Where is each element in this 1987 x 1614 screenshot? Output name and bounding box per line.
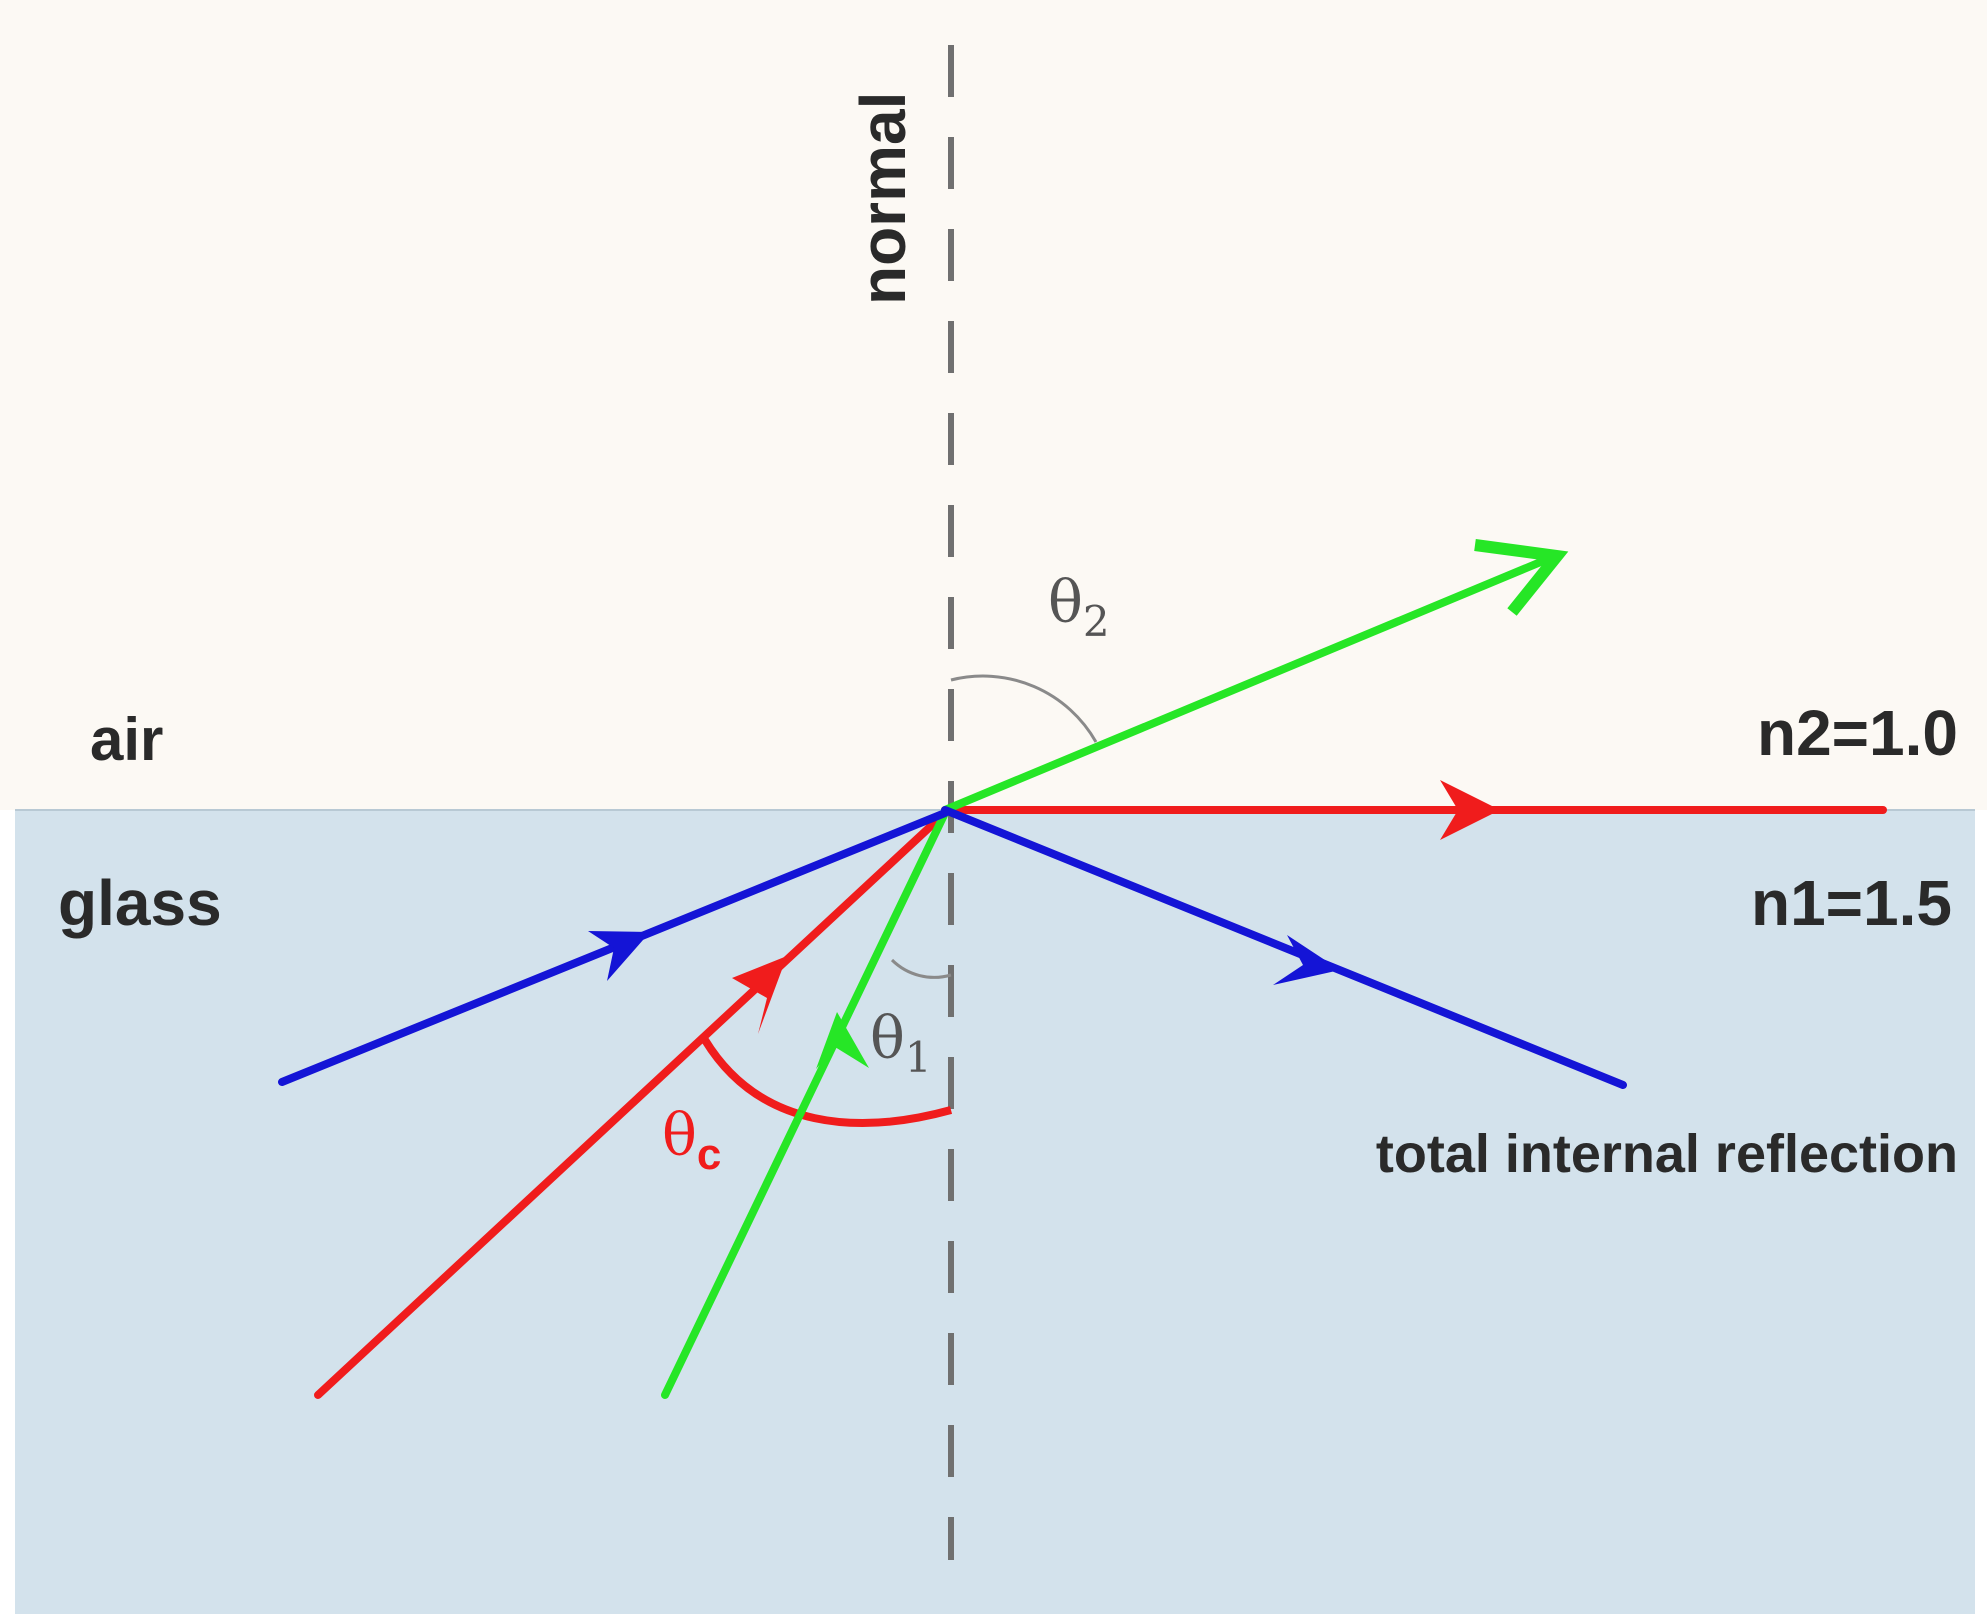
green-refracted-ray xyxy=(941,552,1559,814)
theta1-base: θ xyxy=(870,1004,905,1072)
theta2-base: θ xyxy=(1048,568,1083,636)
tir-label: total internal reflection xyxy=(1376,1124,1958,1184)
red-incident-arrowhead xyxy=(732,956,787,1034)
green-incident-arrowhead xyxy=(816,1012,869,1069)
critical-angle-arc xyxy=(701,1037,953,1127)
theta1-symbol: θ1 xyxy=(870,1004,932,1082)
n2-label: n2=1.0 xyxy=(1757,697,1958,769)
theta2-arc xyxy=(950,674,1098,743)
thetac-sub: c xyxy=(697,1130,721,1179)
green-refracted-arrowhead xyxy=(1474,539,1569,616)
air-region xyxy=(0,0,1987,810)
blue-reflected-ray xyxy=(941,806,1627,1089)
thetac-base: θ xyxy=(662,1101,697,1169)
blue-reflected-arrowhead xyxy=(1273,935,1340,985)
theta1-sub: 1 xyxy=(905,1033,932,1082)
theta1-arc xyxy=(890,958,952,979)
green-incident-ray xyxy=(661,809,949,1399)
glass-region xyxy=(15,810,1975,1614)
red-refracted-arrowhead xyxy=(1440,780,1500,840)
normal-label: normal xyxy=(847,92,919,305)
theta2-sub: 2 xyxy=(1083,597,1110,646)
theta2-symbol: θ2 xyxy=(1048,568,1110,646)
red-incident-ray xyxy=(314,809,949,1399)
glass-label: glass xyxy=(58,867,222,939)
air-label: air xyxy=(90,706,163,773)
thetac-symbol: θc xyxy=(662,1101,721,1179)
n1-label: n1=1.5 xyxy=(1751,867,1952,939)
blue-incident-arrowhead xyxy=(588,931,650,981)
